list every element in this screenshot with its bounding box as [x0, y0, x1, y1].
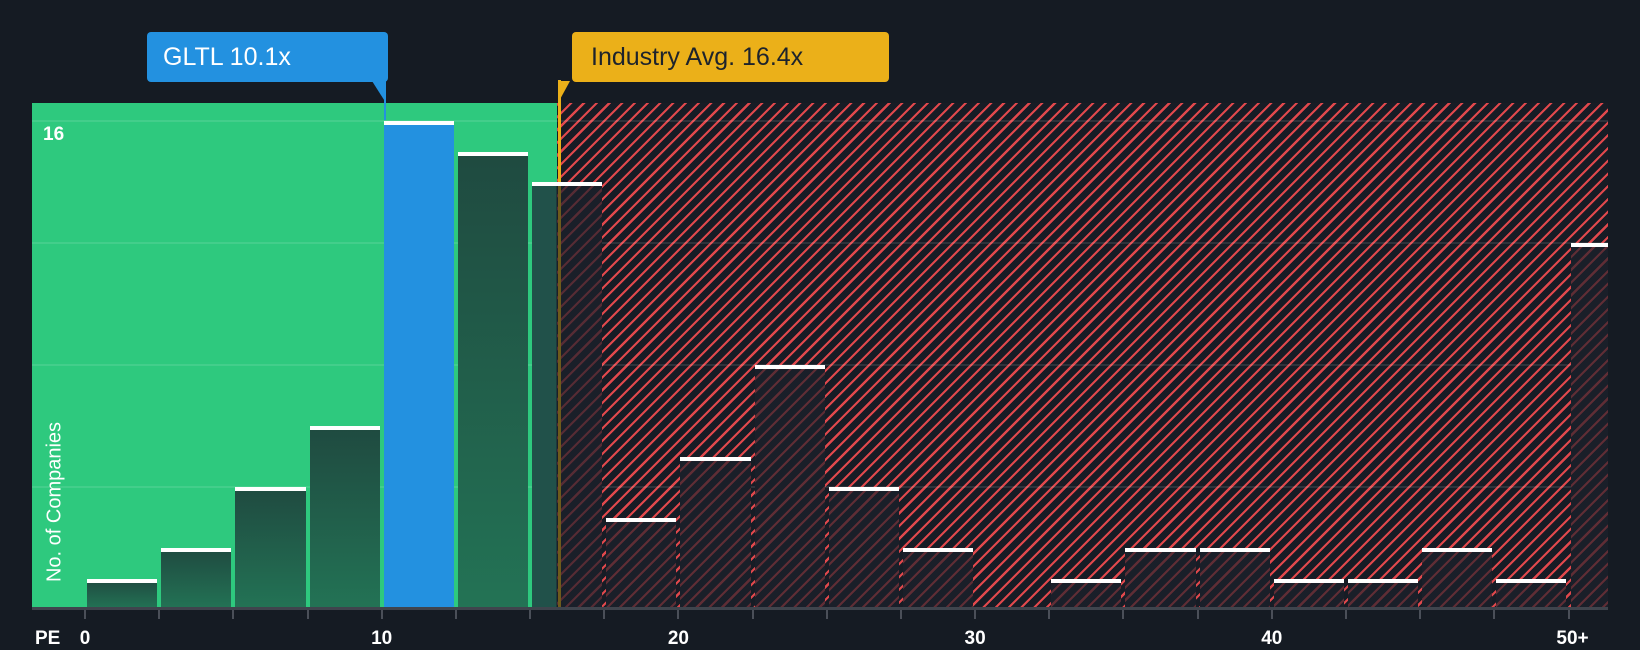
histogram-bar	[1051, 578, 1122, 609]
company-pe-label: GLTL 10.1x	[163, 42, 291, 71]
industry-average-line-shadow	[557, 186, 561, 609]
bar-cap	[1125, 548, 1196, 552]
bar-cap	[1199, 548, 1270, 552]
industry-callout-pointer	[557, 81, 570, 103]
bar-cap	[161, 548, 232, 552]
histogram-bar	[754, 365, 825, 609]
histogram-bar	[680, 456, 751, 609]
bar-cap	[235, 487, 306, 491]
bar-cap	[1051, 578, 1122, 583]
histogram-bar	[457, 151, 529, 609]
histogram-bar	[1422, 548, 1493, 609]
bar-cap	[87, 578, 158, 583]
chart-plot-area	[32, 103, 1608, 609]
bar-cap	[754, 365, 825, 369]
x-tick	[1048, 610, 1051, 619]
x-tick	[1493, 610, 1496, 619]
x-tick	[1344, 610, 1347, 619]
industry-avg-label: Industry Avg. 16.4x	[591, 42, 804, 71]
industry-avg-callout: Industry Avg. 16.4x	[572, 32, 889, 82]
bar-cap	[383, 121, 454, 125]
x-tick-label: 30	[964, 628, 986, 649]
x-tick	[974, 610, 977, 619]
company-pe-callout: GLTL 10.1x	[147, 32, 388, 82]
x-tick	[232, 610, 235, 619]
x-tick-label: 40	[1261, 628, 1283, 649]
x-tick-label: 10	[371, 628, 393, 649]
x-tick	[454, 610, 457, 619]
bar-cap	[1347, 578, 1419, 583]
histogram-bar	[902, 548, 974, 609]
x-axis-line	[32, 607, 1608, 610]
bar-cap	[309, 426, 380, 430]
histogram-bar	[606, 517, 677, 609]
y-axis-title: No. of Companies	[43, 421, 66, 583]
histogram-bar	[383, 121, 454, 609]
histogram-bar	[161, 548, 232, 609]
x-tick-label: 0	[79, 628, 91, 649]
overvalued-hatched-zone	[556, 103, 1608, 609]
x-tick	[1196, 610, 1199, 619]
bar-cap	[1570, 243, 1608, 247]
bar-cap	[1273, 578, 1344, 583]
x-tick	[825, 610, 828, 619]
bar-cap	[532, 182, 603, 186]
bar-cap	[1422, 548, 1493, 552]
x-tick	[84, 610, 86, 619]
histogram-bar	[1496, 578, 1567, 609]
y-gridline	[32, 120, 1608, 122]
bar-cap	[1496, 578, 1567, 583]
histogram-bar	[1273, 578, 1344, 609]
x-tick	[380, 610, 383, 619]
x-axis-title: PE	[35, 628, 61, 649]
x-tick	[1567, 610, 1570, 619]
x-tick	[1419, 610, 1422, 619]
industry-average-line	[557, 80, 561, 182]
histogram-bar	[828, 487, 899, 609]
x-tick-label: 20	[667, 628, 689, 649]
histogram-bar	[1570, 243, 1608, 609]
bar-cap	[828, 487, 899, 491]
histogram-bar	[309, 426, 380, 609]
company-callout-pointer	[371, 81, 386, 103]
x-tick	[306, 610, 309, 619]
x-tick-label: 50+	[1556, 628, 1589, 649]
y-gridline	[32, 242, 1608, 244]
x-tick	[158, 610, 161, 619]
histogram-bar	[1125, 548, 1196, 609]
x-tick	[603, 610, 606, 619]
histogram-bar	[532, 182, 603, 609]
bar-cap	[457, 151, 529, 156]
bar-cap	[680, 456, 751, 461]
bar-cap	[902, 548, 974, 552]
x-tick	[529, 610, 532, 619]
x-tick	[1122, 610, 1125, 619]
histogram-bar	[1347, 578, 1419, 609]
histogram-bar	[235, 487, 306, 609]
y-axis-max-label: 16	[43, 124, 65, 145]
histogram-bar	[87, 578, 158, 609]
x-tick	[677, 610, 680, 619]
x-tick	[751, 610, 754, 619]
x-tick	[899, 610, 902, 619]
histogram-bar	[1199, 548, 1270, 609]
bar-cap	[606, 517, 677, 522]
x-tick	[1270, 610, 1273, 619]
